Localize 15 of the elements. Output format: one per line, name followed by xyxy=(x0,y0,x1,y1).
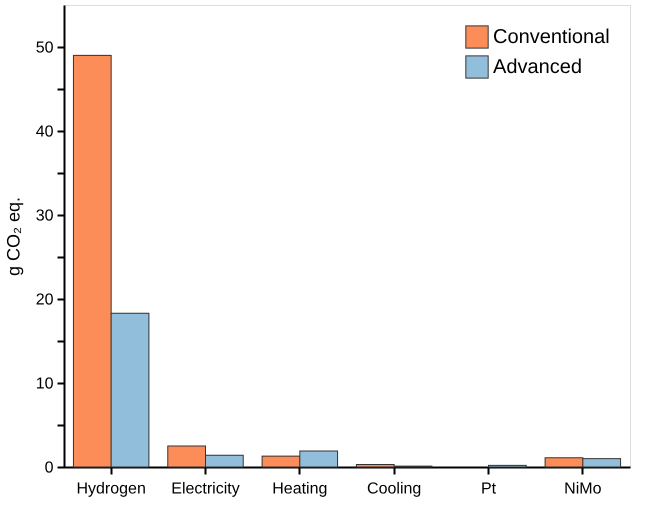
x-tick-label: Hydrogen xyxy=(76,480,146,498)
x-tick-label: Pt xyxy=(480,480,497,498)
legend-label: Advanced xyxy=(493,56,582,78)
x-tick-label: Electricity xyxy=(171,480,240,498)
y-tick-label: 10 xyxy=(36,376,54,392)
y-tick-label: 20 xyxy=(36,292,54,308)
x-tick-label: Heating xyxy=(272,480,328,498)
legend-label: Conventional xyxy=(493,26,610,48)
y-tick-label: 30 xyxy=(36,208,54,224)
y-tick-label: 40 xyxy=(36,124,54,140)
y-tick-label: 50 xyxy=(36,40,54,56)
y-axis-title: g CO₂ eq. xyxy=(4,196,24,276)
x-tick-label: NiMo xyxy=(564,480,602,498)
y-tick-label: 0 xyxy=(44,460,54,476)
x-tick-label: Cooling xyxy=(367,480,422,498)
